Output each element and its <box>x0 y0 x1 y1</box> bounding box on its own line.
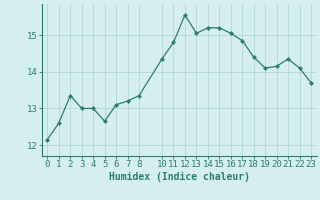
X-axis label: Humidex (Indice chaleur): Humidex (Indice chaleur) <box>109 172 250 182</box>
